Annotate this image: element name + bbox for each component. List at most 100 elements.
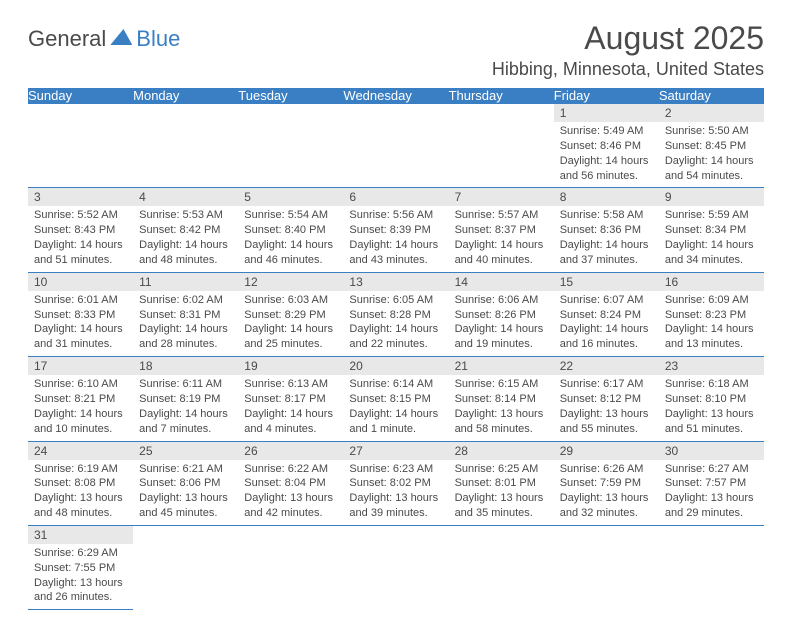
daylight-text-1: Daylight: 14 hours bbox=[665, 154, 758, 169]
sunset-text: Sunset: 8:17 PM bbox=[244, 392, 337, 407]
daylight-text-2: and 32 minutes. bbox=[560, 506, 653, 521]
daylight-text-2: and 31 minutes. bbox=[34, 337, 127, 352]
daylight-text-2: and 35 minutes. bbox=[455, 506, 548, 521]
sunset-text: Sunset: 8:40 PM bbox=[244, 223, 337, 238]
day-number-cell: 16 bbox=[659, 272, 764, 291]
daylight-text-1: Daylight: 13 hours bbox=[244, 491, 337, 506]
day-data-cell: Sunrise: 6:27 AMSunset: 7:57 PMDaylight:… bbox=[659, 460, 764, 526]
day-number-cell: 25 bbox=[133, 441, 238, 460]
sunset-text: Sunset: 8:45 PM bbox=[665, 139, 758, 154]
sunrise-text: Sunrise: 6:11 AM bbox=[139, 377, 232, 392]
sunset-text: Sunset: 8:10 PM bbox=[665, 392, 758, 407]
day-number-row: 3456789 bbox=[28, 188, 764, 207]
month-title: August 2025 bbox=[492, 20, 764, 57]
sunrise-text: Sunrise: 5:59 AM bbox=[665, 208, 758, 223]
daylight-text-1: Daylight: 14 hours bbox=[665, 322, 758, 337]
daylight-text-2: and 51 minutes. bbox=[665, 422, 758, 437]
day-number-cell: 2 bbox=[659, 104, 764, 123]
sunrise-text: Sunrise: 6:19 AM bbox=[34, 462, 127, 477]
day-number-row: 31 bbox=[28, 525, 764, 544]
daylight-text-2: and 29 minutes. bbox=[665, 506, 758, 521]
sunrise-text: Sunrise: 5:58 AM bbox=[560, 208, 653, 223]
day-data-cell: Sunrise: 6:02 AMSunset: 8:31 PMDaylight:… bbox=[133, 291, 238, 357]
day-data-cell: Sunrise: 6:22 AMSunset: 8:04 PMDaylight:… bbox=[238, 460, 343, 526]
daylight-text-1: Daylight: 13 hours bbox=[349, 491, 442, 506]
sunset-text: Sunset: 8:21 PM bbox=[34, 392, 127, 407]
sunrise-text: Sunrise: 6:15 AM bbox=[455, 377, 548, 392]
daylight-text-2: and 37 minutes. bbox=[560, 253, 653, 268]
location: Hibbing, Minnesota, United States bbox=[492, 59, 764, 80]
daylight-text-1: Daylight: 13 hours bbox=[455, 491, 548, 506]
day-number-row: 10111213141516 bbox=[28, 272, 764, 291]
sunrise-text: Sunrise: 6:10 AM bbox=[34, 377, 127, 392]
sunrise-text: Sunrise: 6:18 AM bbox=[665, 377, 758, 392]
sunrise-text: Sunrise: 6:27 AM bbox=[665, 462, 758, 477]
sunrise-text: Sunrise: 6:05 AM bbox=[349, 293, 442, 308]
day-data-row: Sunrise: 6:10 AMSunset: 8:21 PM Daylight:… bbox=[28, 375, 764, 441]
daylight-text-1: Daylight: 14 hours bbox=[34, 238, 127, 253]
day-number-cell: 19 bbox=[238, 357, 343, 376]
sunrise-text: Sunrise: 5:52 AM bbox=[34, 208, 127, 223]
daylight-text-2: and 48 minutes. bbox=[34, 506, 127, 521]
daylight-text-1: Daylight: 14 hours bbox=[34, 322, 127, 337]
day-data-cell bbox=[343, 122, 448, 188]
sunset-text: Sunset: 7:55 PM bbox=[34, 561, 127, 576]
daylight-text-1: Daylight: 14 hours bbox=[349, 322, 442, 337]
daylight-text-1: Daylight: 14 hours bbox=[244, 238, 337, 253]
daylight-text-1: Daylight: 14 hours bbox=[349, 407, 442, 422]
daylight-text-2: and 39 minutes. bbox=[349, 506, 442, 521]
day-number-cell: 9 bbox=[659, 188, 764, 207]
sunrise-text: Sunrise: 6:01 AM bbox=[34, 293, 127, 308]
day-data-cell bbox=[28, 122, 133, 188]
day-data-cell: Sunrise: 5:52 AMSunset: 8:43 PMDaylight:… bbox=[28, 206, 133, 272]
sunset-text: Sunset: 7:59 PM bbox=[560, 476, 653, 491]
day-number-cell bbox=[133, 525, 238, 544]
daylight-text-2: and 46 minutes. bbox=[244, 253, 337, 268]
daylight-text-1: Daylight: 14 hours bbox=[560, 238, 653, 253]
logo: General Blue bbox=[28, 26, 180, 52]
day-data-cell bbox=[449, 122, 554, 188]
sunrise-text: Sunrise: 5:53 AM bbox=[139, 208, 232, 223]
day-header: Sunday bbox=[28, 88, 133, 104]
sunrise-text: Sunrise: 6:02 AM bbox=[139, 293, 232, 308]
day-number-cell: 21 bbox=[449, 357, 554, 376]
daylight-text-1: Daylight: 14 hours bbox=[560, 322, 653, 337]
day-data-cell: Sunrise: 6:07 AMSunset: 8:24 PMDaylight:… bbox=[554, 291, 659, 357]
day-data-row: Sunrise: 5:49 AMSunset: 8:46 PMDaylight:… bbox=[28, 122, 764, 188]
sunset-text: Sunset: 8:15 PM bbox=[349, 392, 442, 407]
day-number-cell: 7 bbox=[449, 188, 554, 207]
day-data-row: Sunrise: 5:52 AMSunset: 8:43 PMDaylight:… bbox=[28, 206, 764, 272]
daylight-text-1: Daylight: 14 hours bbox=[139, 407, 232, 422]
daylight-text-1: Daylight: 13 hours bbox=[34, 576, 127, 591]
sunrise-text: Sunrise: 6:06 AM bbox=[455, 293, 548, 308]
day-number-cell: 29 bbox=[554, 441, 659, 460]
sunrise-text: Sunrise: 6:17 AM bbox=[560, 377, 653, 392]
sunset-text: Sunset: 8:37 PM bbox=[455, 223, 548, 238]
sunset-text: Sunset: 8:46 PM bbox=[560, 139, 653, 154]
day-number-cell: 20 bbox=[343, 357, 448, 376]
day-number-cell: 17 bbox=[28, 357, 133, 376]
daylight-text-2: and 58 minutes. bbox=[455, 422, 548, 437]
sunset-text: Sunset: 8:08 PM bbox=[34, 476, 127, 491]
daylight-text-1: Daylight: 14 hours bbox=[244, 322, 337, 337]
day-header: Thursday bbox=[449, 88, 554, 104]
sunset-text: Sunset: 8:06 PM bbox=[139, 476, 232, 491]
daylight-text-1: Daylight: 13 hours bbox=[665, 407, 758, 422]
day-data-row: Sunrise: 6:19 AMSunset: 8:08 PM Daylight:… bbox=[28, 460, 764, 526]
sunrise-text: Sunrise: 5:56 AM bbox=[349, 208, 442, 223]
day-number-cell: 24 bbox=[28, 441, 133, 460]
sunset-text: Sunset: 8:26 PM bbox=[455, 308, 548, 323]
daylight-text-2: and 13 minutes. bbox=[665, 337, 758, 352]
daylight-text-2: and 34 minutes. bbox=[665, 253, 758, 268]
day-data-cell: Sunrise: 6:17 AMSunset: 8:12 PMDaylight:… bbox=[554, 375, 659, 441]
day-number-cell bbox=[659, 525, 764, 544]
day-number-row: 17181920212223 bbox=[28, 357, 764, 376]
day-number-cell bbox=[238, 104, 343, 123]
sunset-text: Sunset: 8:33 PM bbox=[34, 308, 127, 323]
daylight-text-2: and 7 minutes. bbox=[139, 422, 232, 437]
day-data-cell: Sunrise: 6:15 AMSunset: 8:14 PMDaylight:… bbox=[449, 375, 554, 441]
day-number-cell: 14 bbox=[449, 272, 554, 291]
daylight-text-2: and 25 minutes. bbox=[244, 337, 337, 352]
day-header: Saturday bbox=[659, 88, 764, 104]
sunset-text: Sunset: 8:28 PM bbox=[349, 308, 442, 323]
